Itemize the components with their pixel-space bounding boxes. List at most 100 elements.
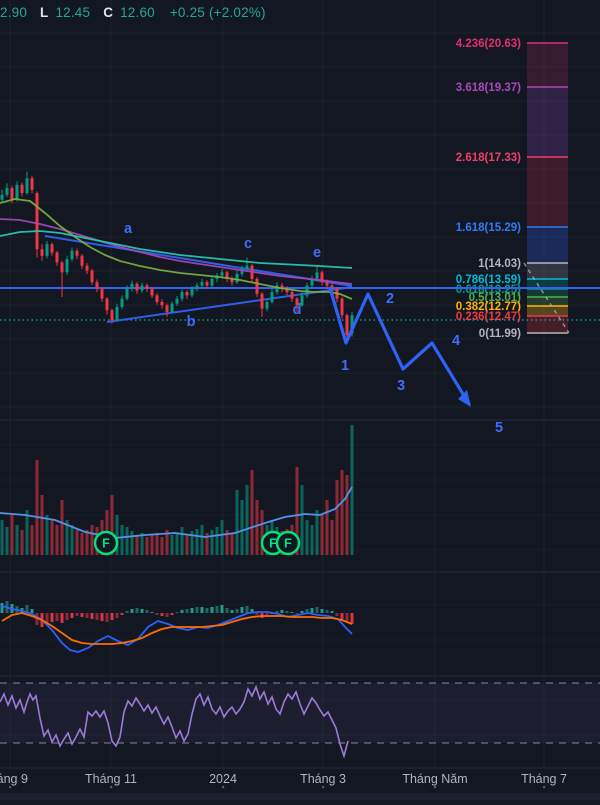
financials-marker[interactable]: F (275, 530, 301, 556)
volume-bar (325, 500, 329, 555)
candle-body (0, 194, 4, 200)
rsi-line (0, 684, 349, 759)
macd-hist-bar (205, 608, 209, 613)
candle-body (340, 298, 344, 316)
volume-bar (155, 533, 159, 555)
candle-body (5, 188, 9, 195)
macd-hist-bar (230, 610, 234, 613)
fib-band (527, 297, 568, 306)
macd-hist-bar (210, 607, 214, 613)
ohlc-legend: 2.90 L 12.45 C 12.60 +0.25 (+2.02%) (0, 5, 269, 20)
candle-body (230, 278, 234, 283)
candle-body (115, 306, 119, 321)
volume-bar (335, 480, 339, 555)
legend-close-label: C (103, 5, 114, 20)
candle-body (185, 292, 189, 296)
wave-projection-drawing[interactable]: a b c d e 1 2 3 4 5 (124, 221, 503, 436)
volume-bar (295, 467, 299, 555)
macd-hist-bar (320, 609, 324, 613)
macd-hist-bar (95, 613, 99, 620)
macd-hist-bar (220, 605, 224, 613)
candle-body (195, 285, 199, 289)
wave-label-3[interactable]: 3 (397, 378, 405, 394)
time-axis[interactable]: Tháng 9 Tháng 11 2024 Tháng 3 Tháng Năm Tháng… (0, 772, 600, 800)
fib-extension-drawing[interactable]: 4.236(20.63) 3.618(19.37) 2.618(17.33) 1.61… (456, 38, 570, 340)
projection-zigzag[interactable] (328, 286, 471, 406)
volume-bar (0, 520, 4, 555)
macd-hist-bar (105, 613, 109, 622)
volume-bar (125, 527, 129, 555)
wave-label-e[interactable]: e (313, 245, 321, 261)
macd-hist-bar (35, 613, 39, 625)
volume-bar (135, 535, 139, 555)
volume-bar (210, 530, 214, 555)
candle-body (345, 315, 349, 335)
macd-hist-bar (120, 613, 124, 615)
volume-bar (25, 510, 29, 555)
candle-body (50, 244, 54, 253)
macd-hist-bar (65, 613, 69, 620)
candle-body (225, 272, 229, 279)
financials-marker[interactable]: F (93, 530, 119, 556)
candle-body (35, 193, 39, 250)
fib-level-label: 2.618(17.33) (456, 152, 521, 164)
time-axis-tick (110, 786, 113, 789)
macd-hist-bar (175, 612, 179, 613)
macd-hist-bar (340, 613, 344, 619)
fib-trend-dashed-line (523, 262, 570, 334)
time-axis-label: Tháng 11 (85, 772, 137, 786)
macd-hist-bar (310, 608, 314, 613)
volume-bar (15, 525, 19, 555)
candle-body (100, 288, 104, 299)
macd-hist-bar (275, 611, 279, 613)
macd-hist-bar (315, 607, 319, 613)
ma-mid-line (0, 218, 353, 285)
candle-body (240, 268, 244, 274)
wave-label-d[interactable]: d (293, 302, 302, 318)
volume-bar (315, 510, 319, 555)
wave-label-c[interactable]: c (244, 236, 252, 252)
wave-label-5[interactable]: 5 (495, 420, 503, 436)
lower-trendline[interactable] (106, 286, 353, 323)
volume-bar (30, 525, 34, 555)
fib-level-label: 0.786(13.59) (456, 274, 521, 286)
candle-body (80, 255, 84, 266)
volume-bar (200, 525, 204, 555)
time-axis-tick (9, 786, 12, 789)
financials-letter: F (284, 537, 292, 551)
candle-body (280, 285, 284, 289)
volume-bar (85, 530, 89, 555)
volume-bar (330, 520, 334, 555)
fib-band (527, 227, 568, 263)
volume-bar (180, 527, 184, 555)
candle-body (235, 273, 239, 283)
candle-body (95, 282, 99, 289)
macd-hist-bar (60, 613, 64, 623)
rsi-band-fill (0, 683, 600, 743)
candle-body (120, 298, 124, 307)
macd-hist-bar (350, 613, 354, 624)
ma-slow-line (0, 230, 353, 269)
wave-label-1[interactable]: 1 (341, 358, 349, 374)
macd-hist-bar (85, 613, 89, 618)
wave-label-2[interactable]: 2 (386, 291, 394, 307)
candle-body (315, 272, 319, 279)
volume-bar (5, 527, 9, 555)
wave-label-b[interactable]: b (187, 314, 196, 330)
volume-bar (35, 460, 39, 555)
volume-bar (40, 495, 44, 555)
macd-hist-bar (30, 609, 34, 613)
candle-body (85, 265, 89, 271)
volume-bar (145, 537, 149, 555)
wave-label-4[interactable]: 4 (452, 333, 460, 349)
macd-hist-bar (70, 613, 74, 618)
macd-hist-bar (160, 613, 164, 616)
time-axis-label: Tháng 9 (0, 772, 28, 786)
volume-bar (185, 535, 189, 555)
wave-label-a[interactable]: a (124, 221, 133, 237)
candle-body (245, 265, 249, 269)
volume-bar (300, 485, 304, 555)
volume-bar (310, 525, 314, 555)
